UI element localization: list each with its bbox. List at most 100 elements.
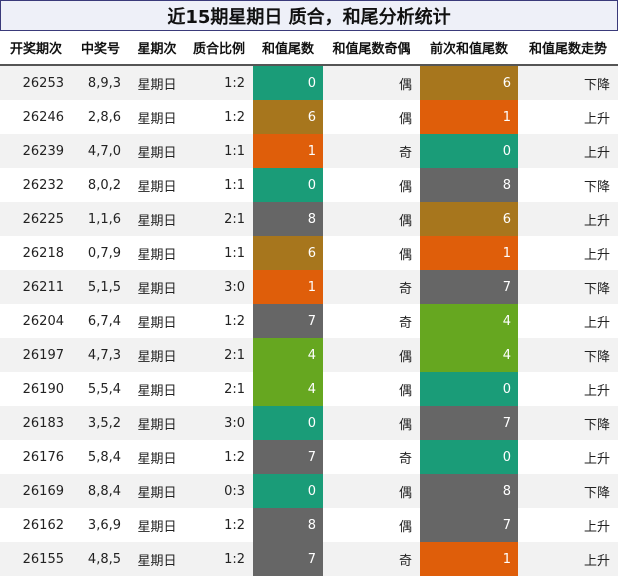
- parity-cell: 偶: [323, 65, 420, 100]
- issue-cell: 26162: [0, 508, 72, 542]
- tail-cell: 7: [253, 304, 323, 338]
- tail-cell: 7: [253, 542, 323, 576]
- issue-cell: 26211: [0, 270, 72, 304]
- parity-cell: 奇: [323, 304, 420, 338]
- prev-tail-cell: 4: [420, 304, 518, 338]
- issue-cell: 26169: [0, 474, 72, 508]
- trend-cell: 下降: [518, 338, 618, 372]
- issue-cell: 26204: [0, 304, 72, 338]
- parity-cell: 偶: [323, 508, 420, 542]
- numbers-cell: 6,7,4: [72, 304, 129, 338]
- header-numbers: 中奖号: [72, 31, 129, 66]
- issue-cell: 26197: [0, 338, 72, 372]
- numbers-cell: 0,7,9: [72, 236, 129, 270]
- trend-cell: 下降: [518, 65, 618, 100]
- table-row: 26183 3,5,2 星期日 3:0 0 偶 7 下降: [0, 406, 618, 440]
- trend-cell: 上升: [518, 100, 618, 134]
- tail-cell: 4: [253, 338, 323, 372]
- prev-tail-cell: 1: [420, 236, 518, 270]
- weekday-cell: 星期日: [129, 236, 185, 270]
- ratio-cell: 3:0: [185, 406, 253, 440]
- trend-cell: 下降: [518, 406, 618, 440]
- parity-cell: 偶: [323, 338, 420, 372]
- parity-cell: 奇: [323, 440, 420, 474]
- tail-cell: 8: [253, 508, 323, 542]
- trend-cell: 下降: [518, 270, 618, 304]
- tail-cell: 4: [253, 372, 323, 406]
- prev-tail-cell: 8: [420, 474, 518, 508]
- trend-cell: 上升: [518, 202, 618, 236]
- issue-cell: 26239: [0, 134, 72, 168]
- numbers-cell: 3,5,2: [72, 406, 129, 440]
- table-row: 26197 4,7,3 星期日 2:1 4 偶 4 下降: [0, 338, 618, 372]
- trend-cell: 上升: [518, 134, 618, 168]
- table-row: 26162 3,6,9 星期日 1:2 8 偶 7 上升: [0, 508, 618, 542]
- issue-cell: 26183: [0, 406, 72, 440]
- tail-cell: 8: [253, 202, 323, 236]
- header-parity: 和值尾数奇偶: [323, 31, 420, 66]
- weekday-cell: 星期日: [129, 406, 185, 440]
- table-title: 近15期星期日 质合，和尾分析统计: [0, 0, 618, 31]
- tail-cell: 0: [253, 474, 323, 508]
- weekday-cell: 星期日: [129, 440, 185, 474]
- tail-cell: 0: [253, 406, 323, 440]
- trend-cell: 上升: [518, 542, 618, 576]
- numbers-cell: 5,5,4: [72, 372, 129, 406]
- trend-cell: 上升: [518, 372, 618, 406]
- ratio-cell: 2:1: [185, 202, 253, 236]
- weekday-cell: 星期日: [129, 100, 185, 134]
- parity-cell: 偶: [323, 168, 420, 202]
- header-tail: 和值尾数: [253, 31, 323, 66]
- tail-cell: 0: [253, 168, 323, 202]
- prev-tail-cell: 6: [420, 65, 518, 100]
- prev-tail-cell: 7: [420, 270, 518, 304]
- parity-cell: 偶: [323, 202, 420, 236]
- numbers-cell: 2,8,6: [72, 100, 129, 134]
- issue-cell: 26176: [0, 440, 72, 474]
- numbers-cell: 5,8,4: [72, 440, 129, 474]
- tail-cell: 1: [253, 270, 323, 304]
- numbers-cell: 4,7,3: [72, 338, 129, 372]
- numbers-cell: 4,7,0: [72, 134, 129, 168]
- weekday-cell: 星期日: [129, 304, 185, 338]
- prev-tail-cell: 0: [420, 134, 518, 168]
- ratio-cell: 1:2: [185, 100, 253, 134]
- prev-tail-cell: 4: [420, 338, 518, 372]
- numbers-cell: 8,9,3: [72, 65, 129, 100]
- header-weekday: 星期次: [129, 31, 185, 66]
- parity-cell: 偶: [323, 100, 420, 134]
- table-row: 26155 4,8,5 星期日 1:2 7 奇 1 上升: [0, 542, 618, 576]
- numbers-cell: 1,1,6: [72, 202, 129, 236]
- table-row: 26253 8,9,3 星期日 1:2 0 偶 6 下降: [0, 65, 618, 100]
- tail-cell: 0: [253, 65, 323, 100]
- prev-tail-cell: 1: [420, 542, 518, 576]
- ratio-cell: 1:2: [185, 65, 253, 100]
- parity-cell: 奇: [323, 270, 420, 304]
- header-prev-tail: 前次和值尾数: [420, 31, 518, 66]
- issue-cell: 26190: [0, 372, 72, 406]
- numbers-cell: 8,8,4: [72, 474, 129, 508]
- issue-cell: 26225: [0, 202, 72, 236]
- ratio-cell: 2:1: [185, 372, 253, 406]
- numbers-cell: 4,8,5: [72, 542, 129, 576]
- trend-cell: 下降: [518, 474, 618, 508]
- weekday-cell: 星期日: [129, 372, 185, 406]
- table-row: 26232 8,0,2 星期日 1:1 0 偶 8 下降: [0, 168, 618, 202]
- weekday-cell: 星期日: [129, 168, 185, 202]
- table-row: 26204 6,7,4 星期日 1:2 7 奇 4 上升: [0, 304, 618, 338]
- ratio-cell: 2:1: [185, 338, 253, 372]
- trend-cell: 上升: [518, 304, 618, 338]
- table-row: 26239 4,7,0 星期日 1:1 1 奇 0 上升: [0, 134, 618, 168]
- table-row: 26246 2,8,6 星期日 1:2 6 偶 1 上升: [0, 100, 618, 134]
- prev-tail-cell: 6: [420, 202, 518, 236]
- weekday-cell: 星期日: [129, 65, 185, 100]
- table-row: 26190 5,5,4 星期日 2:1 4 偶 0 上升: [0, 372, 618, 406]
- ratio-cell: 1:1: [185, 236, 253, 270]
- weekday-cell: 星期日: [129, 474, 185, 508]
- numbers-cell: 8,0,2: [72, 168, 129, 202]
- trend-cell: 上升: [518, 236, 618, 270]
- issue-cell: 26218: [0, 236, 72, 270]
- ratio-cell: 1:1: [185, 168, 253, 202]
- table-row: 26225 1,1,6 星期日 2:1 8 偶 6 上升: [0, 202, 618, 236]
